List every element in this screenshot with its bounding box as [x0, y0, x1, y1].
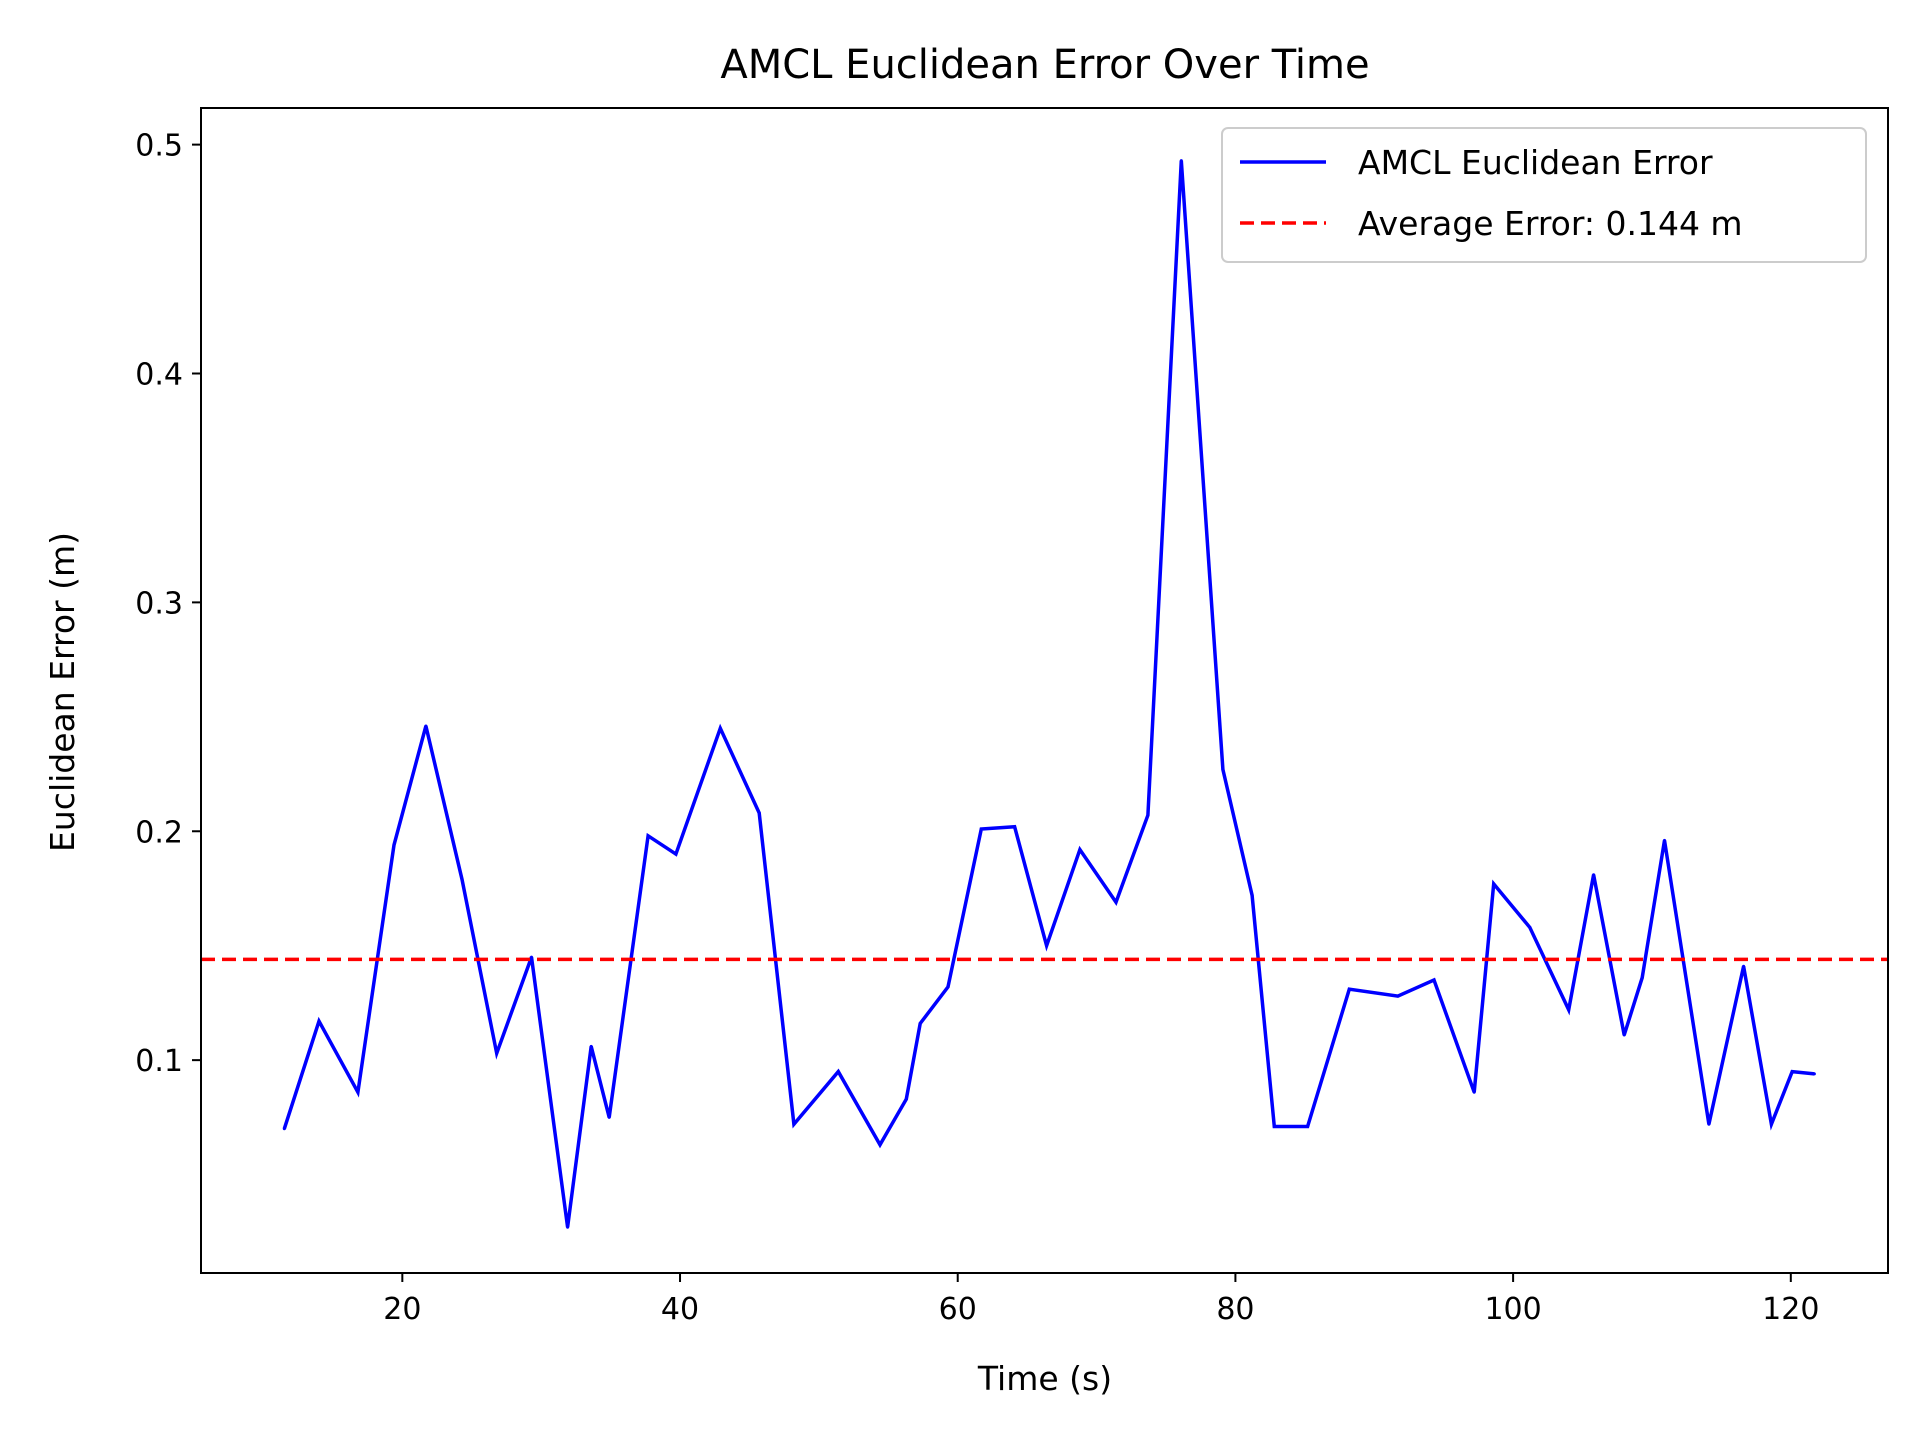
data-point — [607, 1115, 611, 1119]
x-tick-label: 80 — [1216, 1292, 1254, 1327]
x-tick-label: 120 — [1762, 1292, 1819, 1327]
data-point — [1250, 893, 1254, 897]
data-point — [674, 852, 678, 856]
x-tick-label: 40 — [661, 1292, 699, 1327]
data-point — [946, 985, 950, 989]
data-point — [1078, 848, 1082, 852]
data-point — [566, 1225, 570, 1229]
data-point — [356, 1090, 360, 1094]
y-axis-label: Euclidean Error (m) — [43, 532, 82, 852]
data-point — [1567, 1008, 1571, 1012]
data-point — [792, 1122, 796, 1126]
data-point — [282, 1127, 286, 1131]
legend-label-error: AMCL Euclidean Error — [1358, 143, 1713, 182]
data-point — [1179, 159, 1183, 163]
data-point — [918, 1022, 922, 1025]
data-point — [392, 843, 396, 847]
data-point — [1396, 994, 1400, 998]
data-point — [718, 726, 722, 730]
data-point — [530, 955, 533, 959]
data-point — [1769, 1122, 1773, 1126]
y-tick-label: 0.4 — [135, 358, 183, 393]
y-tick-label: 0.5 — [135, 129, 183, 164]
data-point — [904, 1097, 908, 1101]
data-point — [1013, 825, 1017, 829]
data-point — [1306, 1125, 1310, 1128]
legend-label-average: Average Error: 0.144 m — [1358, 204, 1743, 243]
legend: AMCL Euclidean Error Average Error: 0.14… — [1221, 127, 1867, 263]
data-point — [979, 827, 983, 831]
data-point — [1742, 964, 1746, 968]
y-tick-label: 0.2 — [135, 815, 183, 850]
data-point — [757, 811, 761, 815]
plot-frame — [200, 107, 1889, 1274]
chart-title: AMCL Euclidean Error Over Time — [720, 42, 1369, 88]
data-point — [1592, 873, 1596, 877]
y-axis-ticks: 0.1 0.2 0.3 0.4 0.5 — [135, 129, 201, 1079]
data-point — [1812, 1072, 1816, 1076]
plot-area — [201, 159, 1888, 1229]
data-point — [1622, 1033, 1626, 1037]
x-axis-ticks: 20 40 60 80 100 120 — [383, 1273, 1819, 1327]
data-point — [1528, 925, 1532, 929]
data-point — [1114, 900, 1118, 904]
x-tick-label: 100 — [1484, 1292, 1541, 1327]
legend-box — [1221, 127, 1867, 263]
data-point — [1272, 1125, 1276, 1128]
data-point — [1492, 882, 1496, 886]
y-tick-label: 0.3 — [135, 586, 183, 621]
data-point — [646, 834, 650, 838]
series-line-amcl-error — [282, 160, 1815, 1228]
data-point — [1707, 1122, 1711, 1126]
data-point — [836, 1070, 840, 1074]
x-axis-label: Time (s) — [977, 1359, 1112, 1398]
data-point — [424, 724, 428, 728]
data-point — [1221, 768, 1225, 771]
data-point — [1146, 813, 1150, 817]
data-point — [1045, 944, 1049, 948]
data-point — [495, 1051, 499, 1055]
data-point — [1472, 1090, 1476, 1094]
data-point — [1663, 838, 1666, 842]
data-point — [1432, 978, 1436, 982]
x-tick-label: 20 — [383, 1292, 421, 1327]
data-point — [589, 1044, 593, 1048]
x-tick-label: 60 — [939, 1292, 977, 1327]
data-point — [460, 877, 464, 881]
data-point — [878, 1143, 882, 1147]
data-point — [1640, 976, 1644, 980]
y-tick-label: 0.1 — [135, 1044, 183, 1079]
data-point — [317, 1019, 321, 1023]
data-point — [1347, 987, 1351, 991]
data-point — [1790, 1070, 1794, 1074]
